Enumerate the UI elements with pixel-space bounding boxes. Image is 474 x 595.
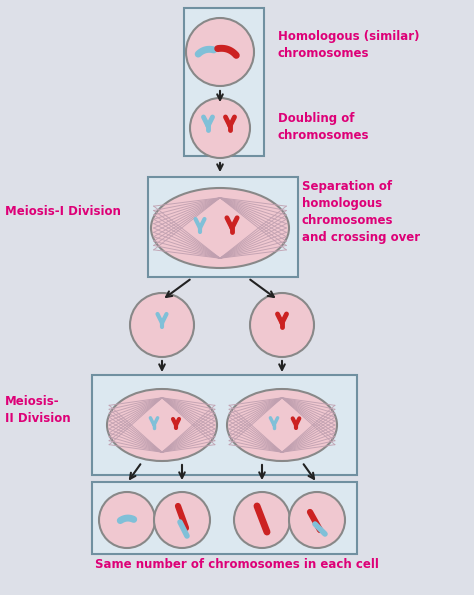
Bar <box>184 8 264 156</box>
Text: Same number of chromosomes in each cell: Same number of chromosomes in each cell <box>95 558 379 571</box>
Circle shape <box>154 492 210 548</box>
Bar <box>92 482 357 554</box>
Circle shape <box>289 492 345 548</box>
Circle shape <box>190 98 250 158</box>
Bar <box>148 177 298 277</box>
Text: Doubling of
chromosomes: Doubling of chromosomes <box>278 112 370 142</box>
Text: Meiosis-I Division: Meiosis-I Division <box>5 205 121 218</box>
Circle shape <box>234 492 290 548</box>
Ellipse shape <box>227 389 337 461</box>
Text: Separation of
homologous
chromosomes
and crossing over: Separation of homologous chromosomes and… <box>302 180 420 244</box>
Text: Homologous (similar)
chromosomes: Homologous (similar) chromosomes <box>278 30 419 60</box>
Circle shape <box>99 492 155 548</box>
Circle shape <box>186 18 254 86</box>
Bar <box>92 375 357 475</box>
Circle shape <box>130 293 194 357</box>
Circle shape <box>250 293 314 357</box>
Ellipse shape <box>107 389 217 461</box>
Ellipse shape <box>151 188 289 268</box>
Text: Meiosis-
II Division: Meiosis- II Division <box>5 395 71 425</box>
